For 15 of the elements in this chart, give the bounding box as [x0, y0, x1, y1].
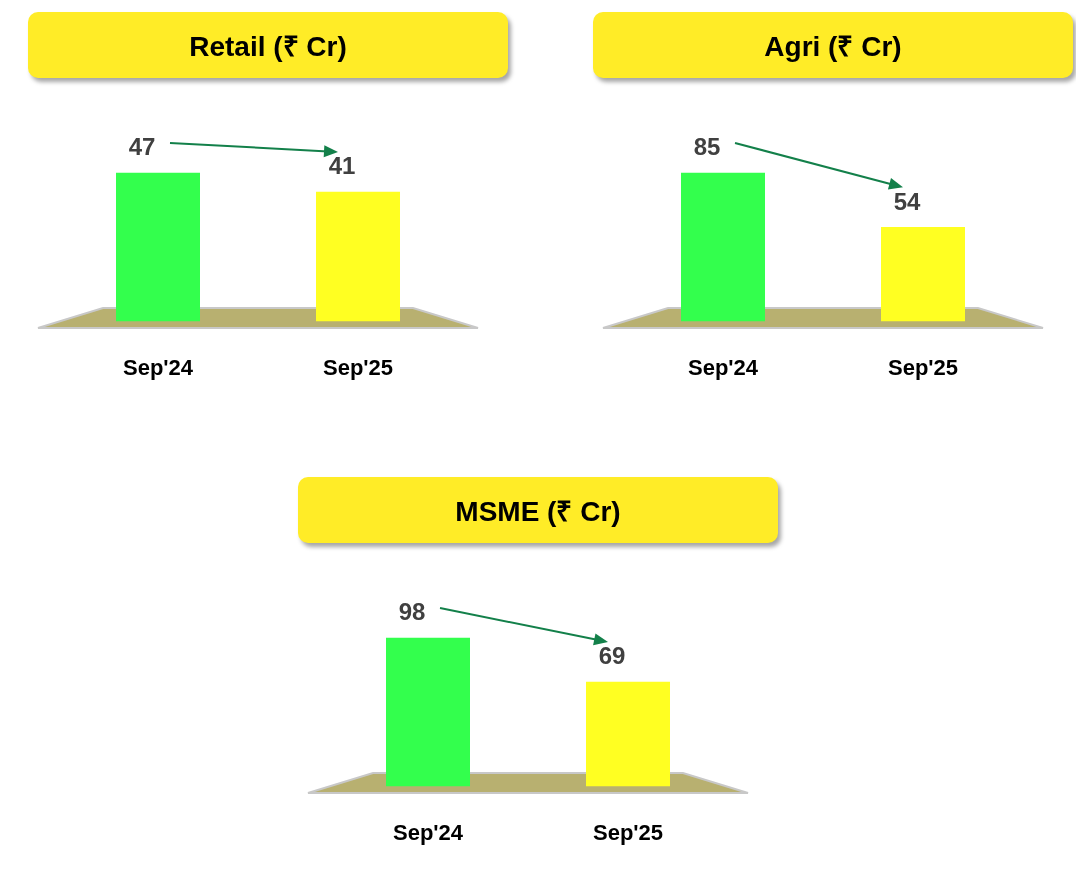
- x-tick-label: Sep'24: [122, 354, 194, 380]
- x-tick-label: Sep'24: [687, 354, 759, 380]
- data-label: 85: [693, 133, 721, 161]
- data-label: 41: [328, 152, 356, 180]
- x-tick-label: Sep'25: [887, 354, 959, 380]
- data-label: 54: [893, 187, 921, 215]
- data-label: 69: [598, 642, 626, 670]
- x-tick-label: Sep'25: [322, 354, 394, 380]
- x-tick-label: Sep'24: [392, 819, 464, 845]
- chart-title: Agri (₹ Cr): [593, 12, 1073, 78]
- chart-title: MSME (₹ Cr): [298, 477, 778, 543]
- x-tick-label: Sep'25: [592, 819, 664, 845]
- chart-title: Retail (₹ Cr): [28, 12, 508, 78]
- data-label: 47: [128, 133, 156, 161]
- data-label: 98: [398, 598, 426, 626]
